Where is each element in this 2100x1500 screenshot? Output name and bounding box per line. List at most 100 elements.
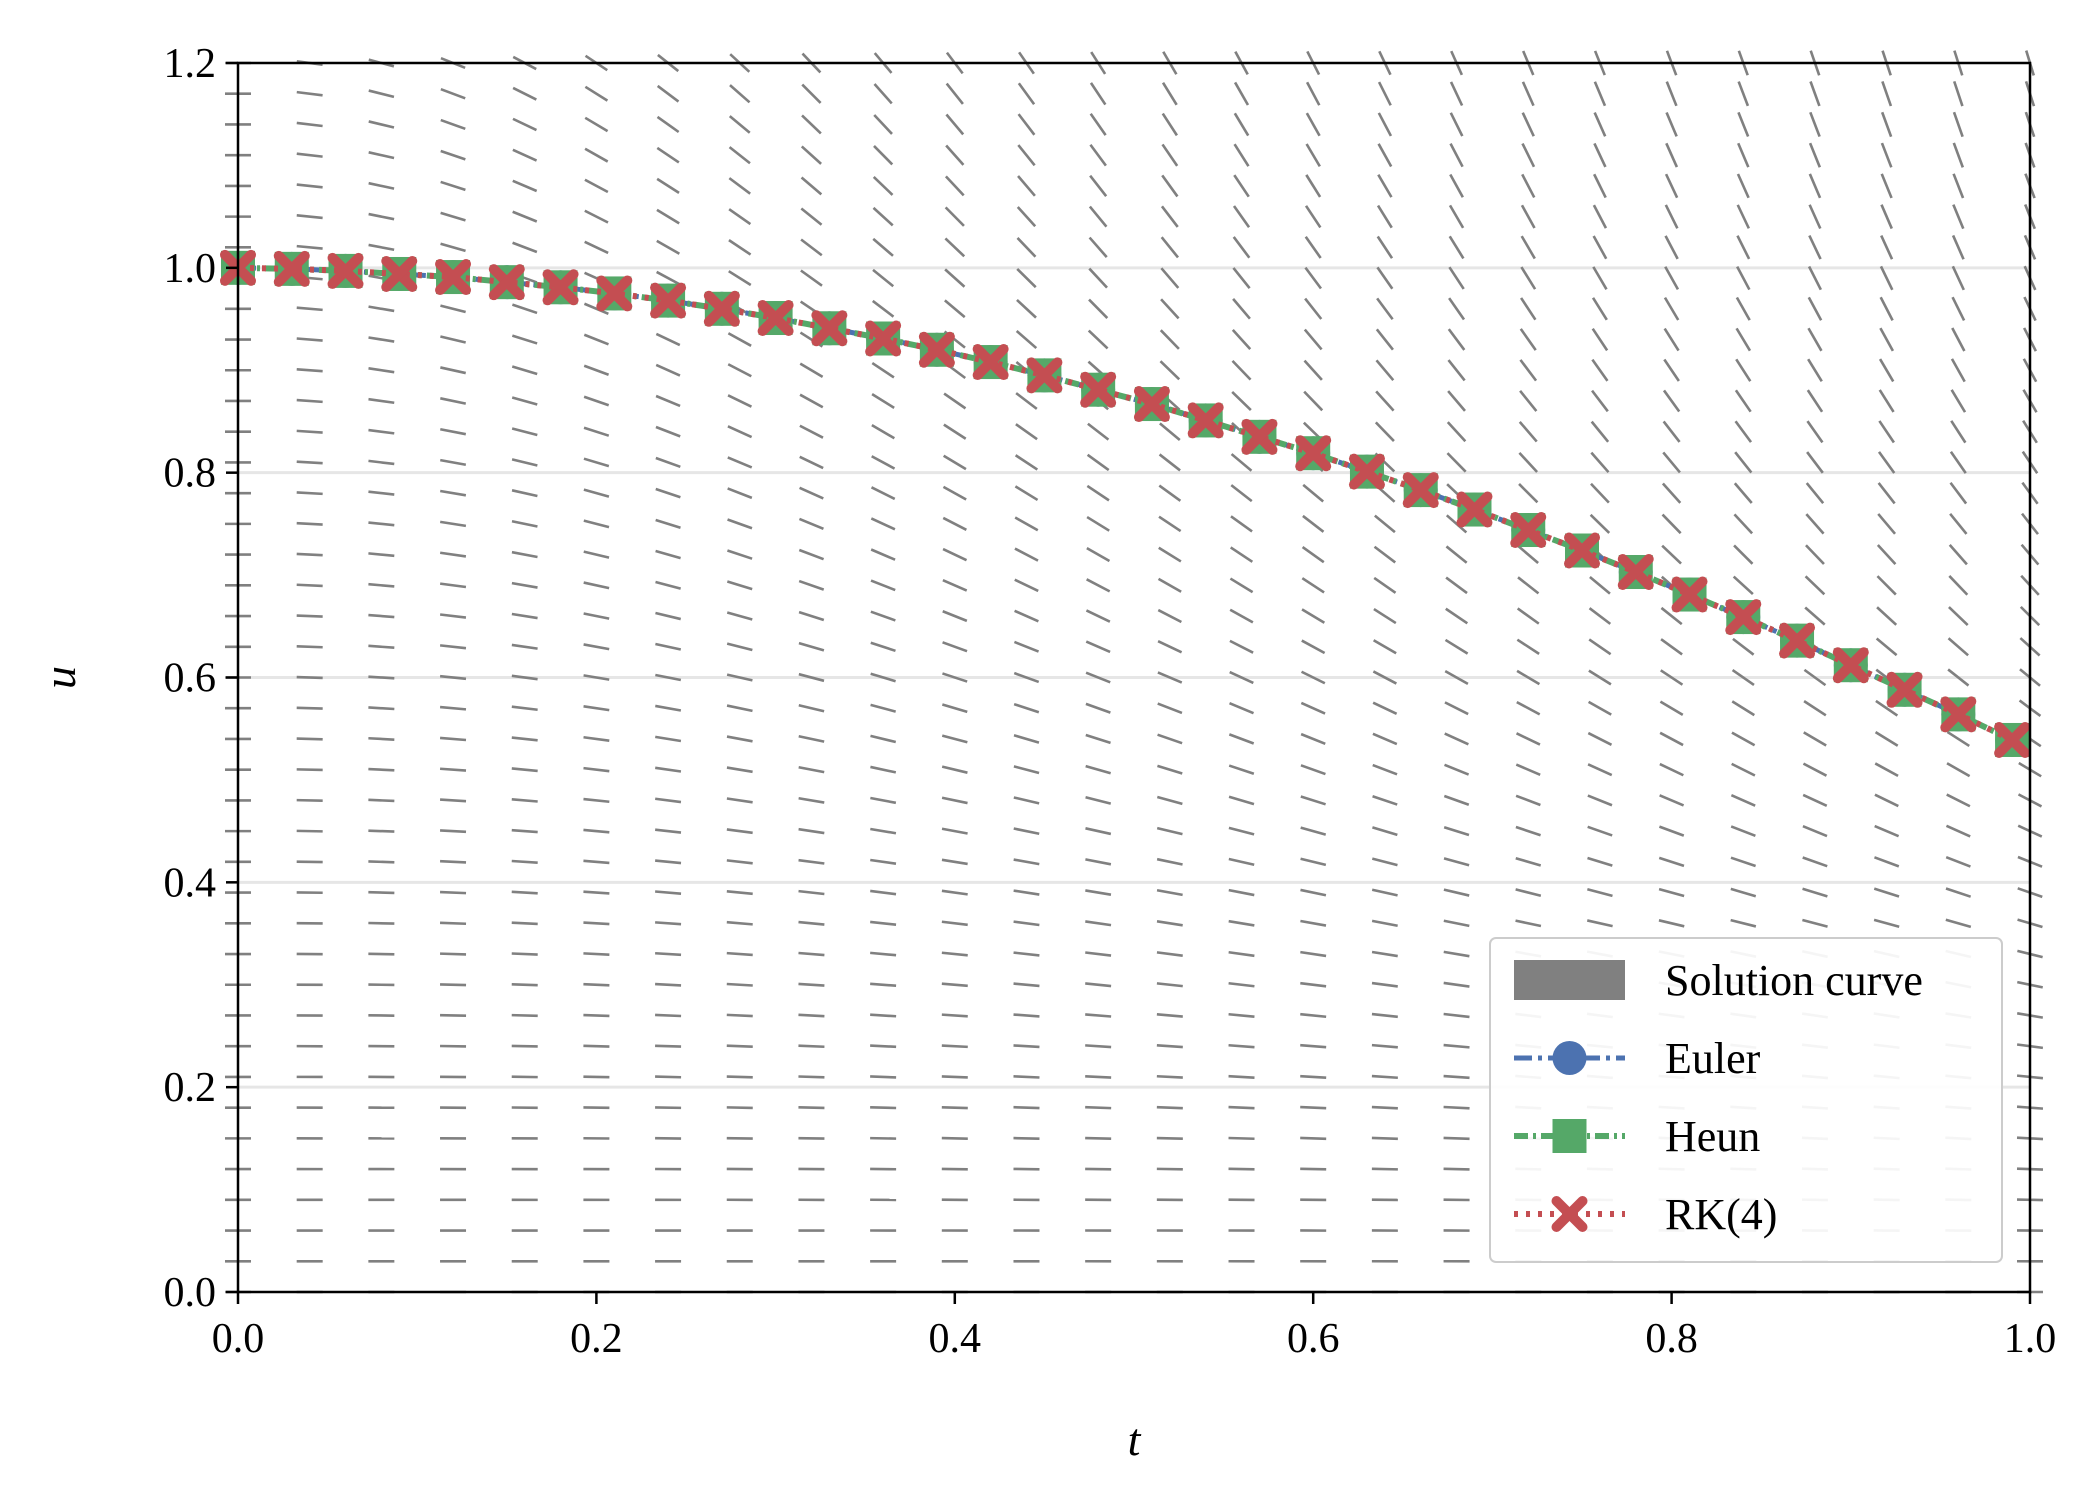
slope-segment: [798, 1106, 825, 1110]
slope-segment: [1521, 173, 1536, 199]
slope-segment: [1447, 359, 1466, 382]
x-tick-label: 0.4: [929, 1316, 982, 1362]
slope-segment: [945, 144, 965, 166]
slope-segment: [1085, 827, 1112, 836]
slope-segment: [870, 672, 896, 683]
slope-segment: [655, 642, 682, 651]
slope-segment: [1448, 235, 1465, 260]
slope-segment: [1876, 575, 1897, 596]
slope-segment: [1371, 919, 1398, 927]
slope-segment: [1952, 80, 1964, 107]
slope-segment: [871, 424, 896, 440]
slope-segment: [870, 889, 897, 896]
slope-segment: [1730, 825, 1756, 838]
slope-segment: [1085, 1013, 1112, 1018]
slope-segment: [1446, 421, 1467, 443]
field-column: [941, 51, 968, 1294]
slope-segment: [1233, 143, 1250, 167]
slope-segment: [1013, 640, 1040, 653]
slope-segment: [873, 114, 893, 135]
y-tick-label: 0.8: [164, 451, 217, 497]
slope-segment: [655, 673, 682, 682]
slope-segment: [1372, 763, 1398, 776]
slope-segment: [1875, 699, 1899, 717]
slope-segment: [1802, 887, 1828, 898]
y-tick-label: 0.2: [164, 1065, 217, 1111]
slope-segment: [1013, 734, 1040, 744]
slope-segment: [1946, 730, 1970, 748]
slope-segment: [1878, 420, 1895, 444]
slope-segment: [1228, 795, 1255, 806]
slope-segment: [1877, 451, 1896, 474]
slope-segment: [1518, 452, 1539, 473]
slope-segment: [368, 212, 395, 221]
slope-segment: [511, 705, 538, 712]
slope-segment: [1377, 81, 1392, 106]
slope-segment: [870, 982, 897, 988]
data-point-stroke: [596, 275, 633, 312]
slope-segment: [1951, 234, 1965, 260]
slope-segment: [1661, 482, 1682, 504]
slope-segment: [655, 1044, 682, 1048]
legend-label: Heun: [1665, 1112, 1760, 1161]
slope-segment: [1371, 1105, 1398, 1110]
slope-segment: [511, 890, 538, 895]
data-point: [1886, 671, 1923, 708]
slope-segment: [1088, 205, 1108, 228]
slope-segment: [1304, 205, 1322, 229]
slope-segment: [1443, 1136, 1470, 1141]
slope-segment: [1085, 733, 1111, 745]
slope-segment: [1880, 173, 1893, 199]
slope-segment: [870, 517, 896, 531]
slope-segment: [1300, 795, 1326, 806]
slope-segment: [870, 920, 897, 926]
slope-segment: [1085, 858, 1112, 866]
slope-segment: [1587, 763, 1613, 777]
slope-segment: [1232, 236, 1251, 259]
slope-segment: [1159, 422, 1181, 442]
slope-segment: [726, 1013, 753, 1018]
slope-segment: [1089, 143, 1107, 167]
slope-segment: [583, 859, 610, 865]
slope-segment: [1588, 669, 1612, 686]
slope-segment: [1877, 482, 1896, 505]
data-point-stroke: [1026, 357, 1063, 394]
field-column: [583, 54, 610, 1294]
slope-segment: [1085, 951, 1112, 957]
slope-segment: [511, 921, 538, 926]
slope-segment: [1229, 546, 1254, 563]
slope-segment: [1228, 826, 1255, 836]
slope-segment: [798, 765, 825, 774]
data-point: [1456, 491, 1493, 528]
slope-segment: [1300, 919, 1327, 927]
slope-segment: [941, 1044, 968, 1049]
slope-segment: [655, 611, 682, 621]
slope-segment: [1805, 482, 1825, 505]
data-point-stroke: [381, 255, 418, 292]
slope-segment: [1305, 174, 1322, 198]
slope-segment: [1158, 546, 1182, 563]
slope-segment: [440, 118, 466, 131]
slope-segment: [1660, 638, 1683, 656]
slope-segment: [1301, 577, 1325, 594]
slope-segment: [1659, 700, 1684, 716]
slope-segment: [1809, 81, 1821, 107]
data-point: [811, 310, 848, 347]
slope-segment: [1515, 919, 1542, 928]
slope-segment: [1734, 389, 1752, 413]
slope-segment: [870, 548, 896, 561]
legend-marker: [1551, 1196, 1588, 1232]
legend-box: [1489, 937, 2003, 1263]
data-point-stroke: [1886, 671, 1923, 708]
slope-segment: [1445, 545, 1468, 564]
slope-segment: [1157, 608, 1182, 624]
slope-segment: [873, 83, 893, 105]
slope-segment: [941, 889, 968, 896]
slope-segment: [296, 675, 323, 680]
slope-segment: [726, 859, 753, 865]
slope-segment: [1085, 764, 1112, 775]
legend-marker-stroke: [1551, 1196, 1588, 1232]
slope-segment: [440, 87, 466, 100]
slope-segment: [368, 767, 395, 772]
slope-segment: [368, 890, 395, 895]
